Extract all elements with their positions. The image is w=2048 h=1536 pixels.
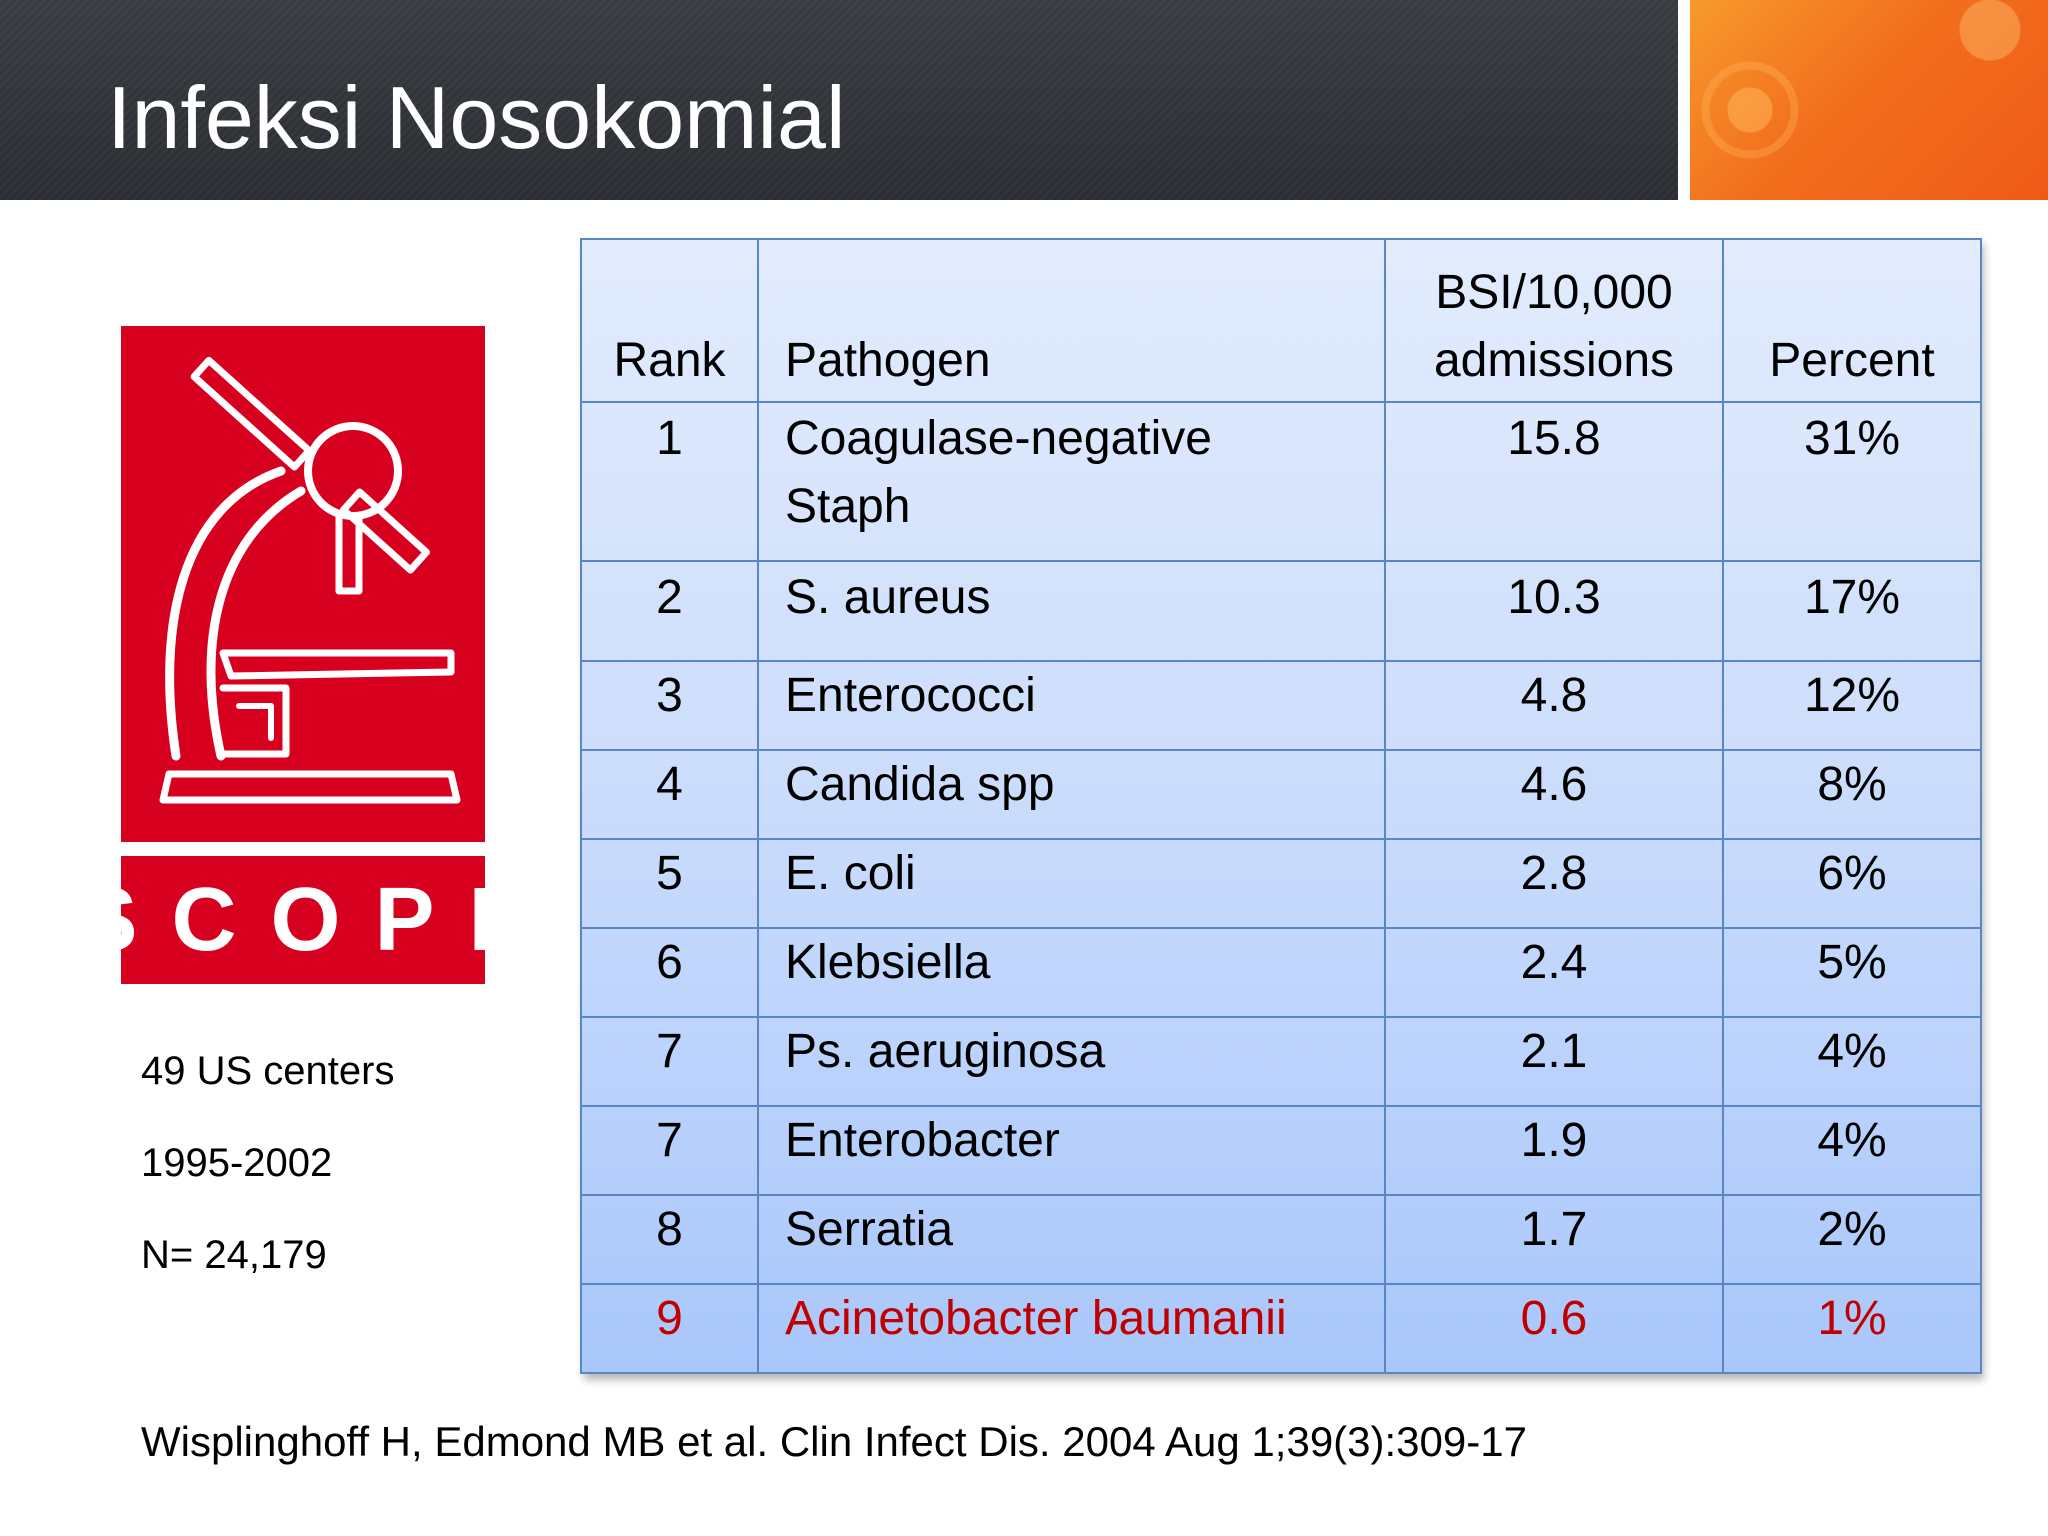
cell-rank: 8 (580, 1194, 759, 1285)
cell-bsi: 4.6 (1384, 749, 1724, 840)
table-row: 1 Coagulase-negative Staph 15.8 31% (580, 401, 1982, 562)
cell-percent: 12% (1722, 660, 1982, 751)
info-sample-size: N= 24,179 (141, 1233, 327, 1277)
cell-percent: 1% (1722, 1283, 1982, 1374)
logo-wordmark-panel: SCOPE (77, 856, 563, 984)
slide-title: Infeksi Nosokomial (107, 68, 846, 167)
table-row-highlighted: 9 Acinetobacter baumanii 0.6 1% (580, 1283, 1982, 1374)
cell-pathogen: Ps. aeruginosa (757, 1016, 1386, 1107)
table-header-row: Rank Pathogen BSI/10,000 admissions Perc… (580, 238, 1982, 403)
cell-percent: 2% (1722, 1194, 1982, 1285)
cell-bsi: 2.4 (1384, 927, 1724, 1018)
logo-microscope-panel (121, 326, 485, 842)
cell-bsi: 0.6 (1384, 1283, 1724, 1374)
title-bar-divider (1678, 0, 1690, 200)
cell-bsi: 1.9 (1384, 1105, 1724, 1196)
table-row: 2 S. aureus 10.3 17% (580, 560, 1982, 662)
cell-pathogen: E. coli (757, 838, 1386, 929)
header-bsi: BSI/10,000 admissions (1384, 238, 1724, 403)
table-row: 7 Ps. aeruginosa 2.1 4% (580, 1016, 1982, 1107)
pathogen-table: Rank Pathogen BSI/10,000 admissions Perc… (580, 238, 1982, 1374)
header-bsi-line1: BSI/10,000 (1435, 266, 1673, 319)
cell-bsi: 1.7 (1384, 1194, 1724, 1285)
info-centers: 49 US centers (141, 1049, 395, 1093)
cell-pathogen-line1: Coagulase-negative (785, 412, 1212, 465)
cell-rank: 7 (580, 1105, 759, 1196)
cell-rank: 1 (580, 401, 759, 562)
cell-pathogen: Acinetobacter baumanii (757, 1283, 1386, 1374)
cell-percent: 4% (1722, 1016, 1982, 1107)
table-row: 8 Serratia 1.7 2% (580, 1194, 1982, 1285)
cell-rank: 3 (580, 660, 759, 751)
cell-pathogen: Candida spp (757, 749, 1386, 840)
cell-pathogen: Enterococci (757, 660, 1386, 751)
info-years: 1995-2002 (141, 1141, 333, 1185)
cell-rank: 2 (580, 560, 759, 662)
cell-pathogen: Klebsiella (757, 927, 1386, 1018)
table-row: 5 E. coli 2.8 6% (580, 838, 1982, 929)
cell-bsi: 10.3 (1384, 560, 1724, 662)
title-bar: Infeksi Nosokomial (0, 0, 2048, 200)
cell-percent: 31% (1722, 401, 1982, 562)
cell-percent: 8% (1722, 749, 1982, 840)
cell-rank: 5 (580, 838, 759, 929)
header-pathogen: Pathogen (757, 238, 1386, 403)
cell-pathogen: Enterobacter (757, 1105, 1386, 1196)
cell-percent: 6% (1722, 838, 1982, 929)
cell-rank: 7 (580, 1016, 759, 1107)
table-row: 3 Enterococci 4.8 12% (580, 660, 1982, 751)
header-percent: Percent (1722, 238, 1982, 403)
cell-bsi: 2.8 (1384, 838, 1724, 929)
microscope-icon (159, 356, 461, 804)
cell-rank: 9 (580, 1283, 759, 1374)
header-rank: Rank (580, 238, 759, 403)
table-row: 7 Enterobacter 1.9 4% (580, 1105, 1982, 1196)
cell-bsi: 2.1 (1384, 1016, 1724, 1107)
cell-percent: 4% (1722, 1105, 1982, 1196)
cell-percent: 5% (1722, 927, 1982, 1018)
cell-pathogen: Coagulase-negative Staph (757, 401, 1386, 562)
citation: Wisplinghoff H, Edmond MB et al. Clin In… (141, 1418, 1527, 1465)
cell-bsi: 15.8 (1384, 401, 1724, 562)
pathogen-table-container: Rank Pathogen BSI/10,000 admissions Perc… (580, 238, 1982, 1374)
scope-logo: SCOPE (77, 326, 563, 984)
table-row: 6 Klebsiella 2.4 5% (580, 927, 1982, 1018)
cell-pathogen-line2: Staph (785, 480, 911, 533)
cell-rank: 6 (580, 927, 759, 1018)
orange-decor-panel (1690, 0, 2048, 200)
cell-percent: 17% (1722, 560, 1982, 662)
header-bsi-line2: admissions (1433, 334, 1675, 387)
cell-pathogen: S. aureus (757, 560, 1386, 662)
cell-pathogen: Serratia (757, 1194, 1386, 1285)
cell-rank: 4 (580, 749, 759, 840)
title-bar-texture (0, 0, 1680, 200)
table-row: 4 Candida spp 4.6 8% (580, 749, 1982, 840)
cell-bsi: 4.8 (1384, 660, 1724, 751)
logo-wordmark: SCOPE (77, 869, 563, 970)
